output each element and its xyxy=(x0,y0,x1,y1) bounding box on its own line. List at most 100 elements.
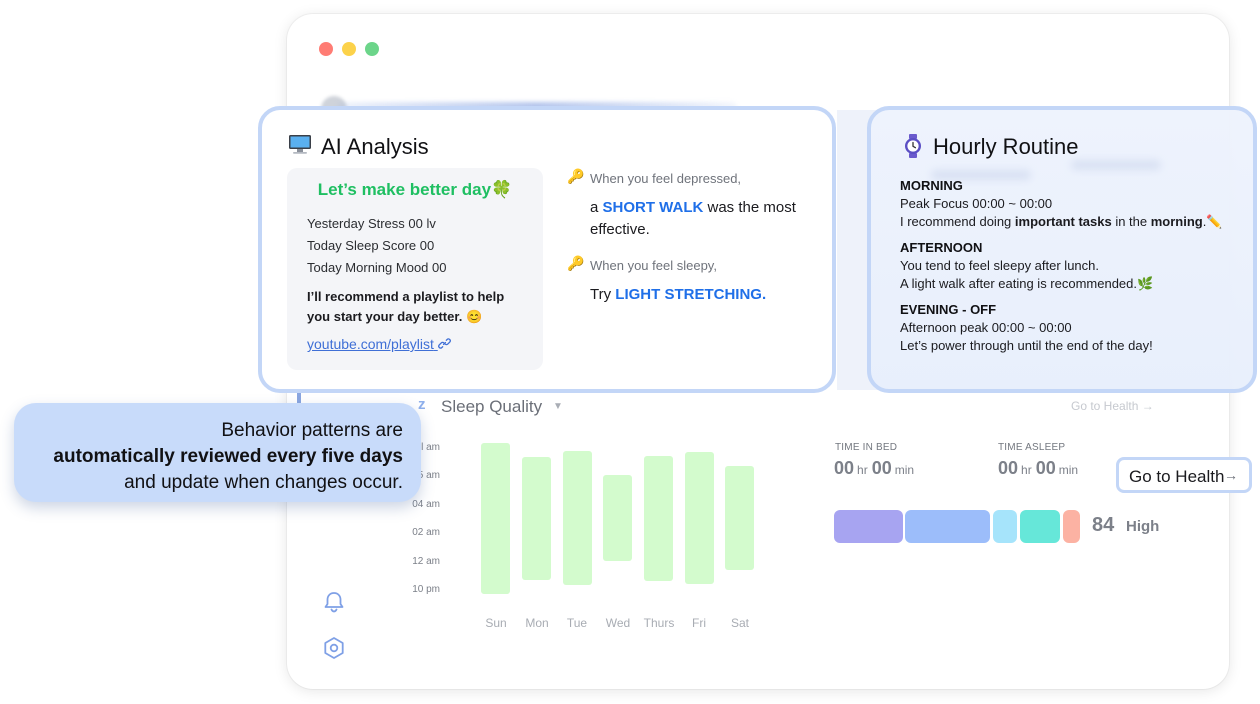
morning-rec-part: I recommend doing xyxy=(900,214,1015,229)
computer-monitor-icon xyxy=(289,135,311,154)
ai-analysis-card: AI Analysis Let’s make better day🍀 Yeste… xyxy=(258,106,836,393)
morning-rec-part: in the xyxy=(1111,214,1151,229)
daily-summary-heading: Let’s make better day🍀 xyxy=(287,180,543,200)
y-tick-label: 02 am xyxy=(412,527,440,538)
playlist-recommendation: I’ll recommend a playlist to help you st… xyxy=(307,287,527,327)
x-tick-label: Sun xyxy=(485,616,507,630)
sleep-score-value: 84 xyxy=(1092,514,1115,536)
go-to-health-label: Go to Health xyxy=(1129,467,1225,486)
afternoon-line: A light walk after eating is recommended… xyxy=(900,276,1154,291)
y-tick-label: l am xyxy=(421,442,440,453)
sleep-bar-mon[interactable] xyxy=(522,457,551,580)
morning-rec-emphasis: morning xyxy=(1150,214,1203,229)
callout-line-emphasis: automatically reviewed every five days xyxy=(53,446,403,467)
go-to-health-link[interactable]: Go to Health → xyxy=(1071,399,1154,413)
yesterday-stress: Yesterday Stress 00 lv xyxy=(307,216,436,231)
today-morning-mood: Today Morning Mood 00 xyxy=(307,260,447,275)
link-icon[interactable] xyxy=(437,337,451,350)
hourly-routine-card: Hourly Routine MORNING Peak Focus 00:00 … xyxy=(867,106,1257,393)
hr-unit: hr xyxy=(1021,463,1032,477)
tip-prefix: Try xyxy=(590,286,616,303)
sleep-bar-wed[interactable] xyxy=(603,475,632,561)
time-asleep-hours: 00 xyxy=(998,458,1019,478)
clover-icon: 🍀 xyxy=(491,180,513,199)
sleep-bar-tue[interactable] xyxy=(563,451,592,585)
ai-analysis-title: AI Analysis xyxy=(321,134,429,159)
tip-prefix: a xyxy=(590,199,603,216)
close-window-button[interactable] xyxy=(319,42,333,56)
sleep-stage-segment xyxy=(905,510,990,543)
sleep-stage-segment xyxy=(1063,510,1080,543)
sleep-bar-sun[interactable] xyxy=(481,443,510,594)
tip-advice: a SHORT WALK was the most effective. xyxy=(590,197,805,241)
arrow-right-icon: → xyxy=(1224,467,1238,483)
time-in-bed-minutes: 00 xyxy=(871,458,892,478)
callout-line: Behavior patterns are xyxy=(221,420,403,441)
feature-callout: Behavior patterns are automatically revi… xyxy=(14,403,421,502)
sleep-quality-title[interactable]: Sleep Quality xyxy=(441,397,543,416)
sleep-stage-segment xyxy=(993,510,1017,543)
minimize-window-button[interactable] xyxy=(342,42,356,56)
blurred-background xyxy=(931,170,1031,180)
sleep-bar-sat[interactable] xyxy=(725,466,754,570)
tip-advice: Try LIGHT STRETCHING. xyxy=(590,284,805,306)
hourly-routine-title: Hourly Routine xyxy=(933,134,1079,159)
morning-recommendation: I recommend doing important tasks in the… xyxy=(900,214,1223,230)
today-sleep-score: Today Sleep Score 00 xyxy=(307,238,435,253)
chevron-down-icon[interactable]: ▼ xyxy=(553,401,563,412)
settings-hexagon-icon[interactable] xyxy=(321,635,347,661)
maximize-window-button[interactable] xyxy=(365,42,379,56)
x-tick-label: Wed xyxy=(605,616,631,630)
morning-rec-emphasis: important tasks xyxy=(1014,214,1112,229)
sidebar-active-indicator xyxy=(297,384,301,410)
key-icon: 🔑 xyxy=(567,168,585,184)
playlist-recommendation-text: I’ll recommend a playlist to help you st… xyxy=(307,289,505,324)
tip-condition: When you feel depressed, xyxy=(590,171,742,186)
playlist-link-text[interactable]: youtube.com/playlist xyxy=(307,336,434,352)
y-tick-label: 5 am xyxy=(417,470,440,481)
daily-summary-panel: Let’s make better day🍀 Yesterday Stress … xyxy=(287,168,543,370)
sleep-stage-segment xyxy=(834,510,903,543)
tip-condition: When you feel sleepy, xyxy=(590,258,717,273)
tip-suffix: was the most effective. xyxy=(590,199,796,238)
sleep-score-label: High xyxy=(1126,518,1160,535)
sleep-stage-segment xyxy=(1020,510,1060,543)
y-tick-label: 12 am xyxy=(412,556,440,567)
time-in-bed-value: 00 hr 00 min xyxy=(834,458,918,479)
tip-highlight: SHORT WALK xyxy=(602,199,704,216)
afternoon-heading: AFTERNOON xyxy=(900,240,983,255)
smile-icon: 😊 xyxy=(465,309,483,324)
time-asleep-minutes: 00 xyxy=(1035,458,1056,478)
sleep-bar-fri[interactable] xyxy=(685,452,714,584)
min-unit: min xyxy=(1058,463,1079,477)
time-in-bed-hours: 00 xyxy=(834,458,855,478)
morning-heading: MORNING xyxy=(900,178,963,193)
evening-heading: EVENING - OFF xyxy=(900,302,997,317)
time-in-bed-label: TIME IN BED xyxy=(835,442,898,453)
blurred-background xyxy=(1071,160,1161,170)
hr-unit: hr xyxy=(857,463,868,477)
x-tick-label: Sat xyxy=(730,616,749,630)
time-asleep-value: 00 hr 00 min xyxy=(998,458,1082,479)
evening-line: Let’s power through until the end of the… xyxy=(900,338,1153,353)
x-tick-label: Thurs xyxy=(643,616,675,630)
go-to-health-button[interactable]: Go to Health → xyxy=(1116,457,1252,493)
y-tick-label: 04 am xyxy=(412,499,440,510)
morning-peak-focus: Peak Focus 00:00 ~ 00:00 xyxy=(900,196,1053,211)
playlist-link[interactable]: youtube.com/playlist xyxy=(307,336,451,352)
sleep-bar-thurs[interactable] xyxy=(644,456,673,581)
watch-icon xyxy=(905,134,921,158)
morning-rec-part: .✏️ xyxy=(1202,214,1223,229)
callout-line: and update when changes occur. xyxy=(124,472,403,493)
afternoon-line: You tend to feel sleepy after lunch. xyxy=(900,258,1099,273)
time-asleep-label: TIME ASLEEP xyxy=(998,442,1066,453)
daily-summary-heading-text: Let’s make better day xyxy=(317,180,492,199)
y-tick-label: 10 pm xyxy=(412,584,440,595)
min-unit: min xyxy=(894,463,915,477)
x-tick-label: Tue xyxy=(566,616,588,630)
sleep-z-icon: z xyxy=(418,396,426,413)
bell-icon[interactable] xyxy=(321,589,347,615)
key-icon: 🔑 xyxy=(567,255,585,271)
x-tick-label: Fri xyxy=(692,616,706,630)
evening-line: Afternoon peak 00:00 ~ 00:00 xyxy=(900,320,1072,335)
